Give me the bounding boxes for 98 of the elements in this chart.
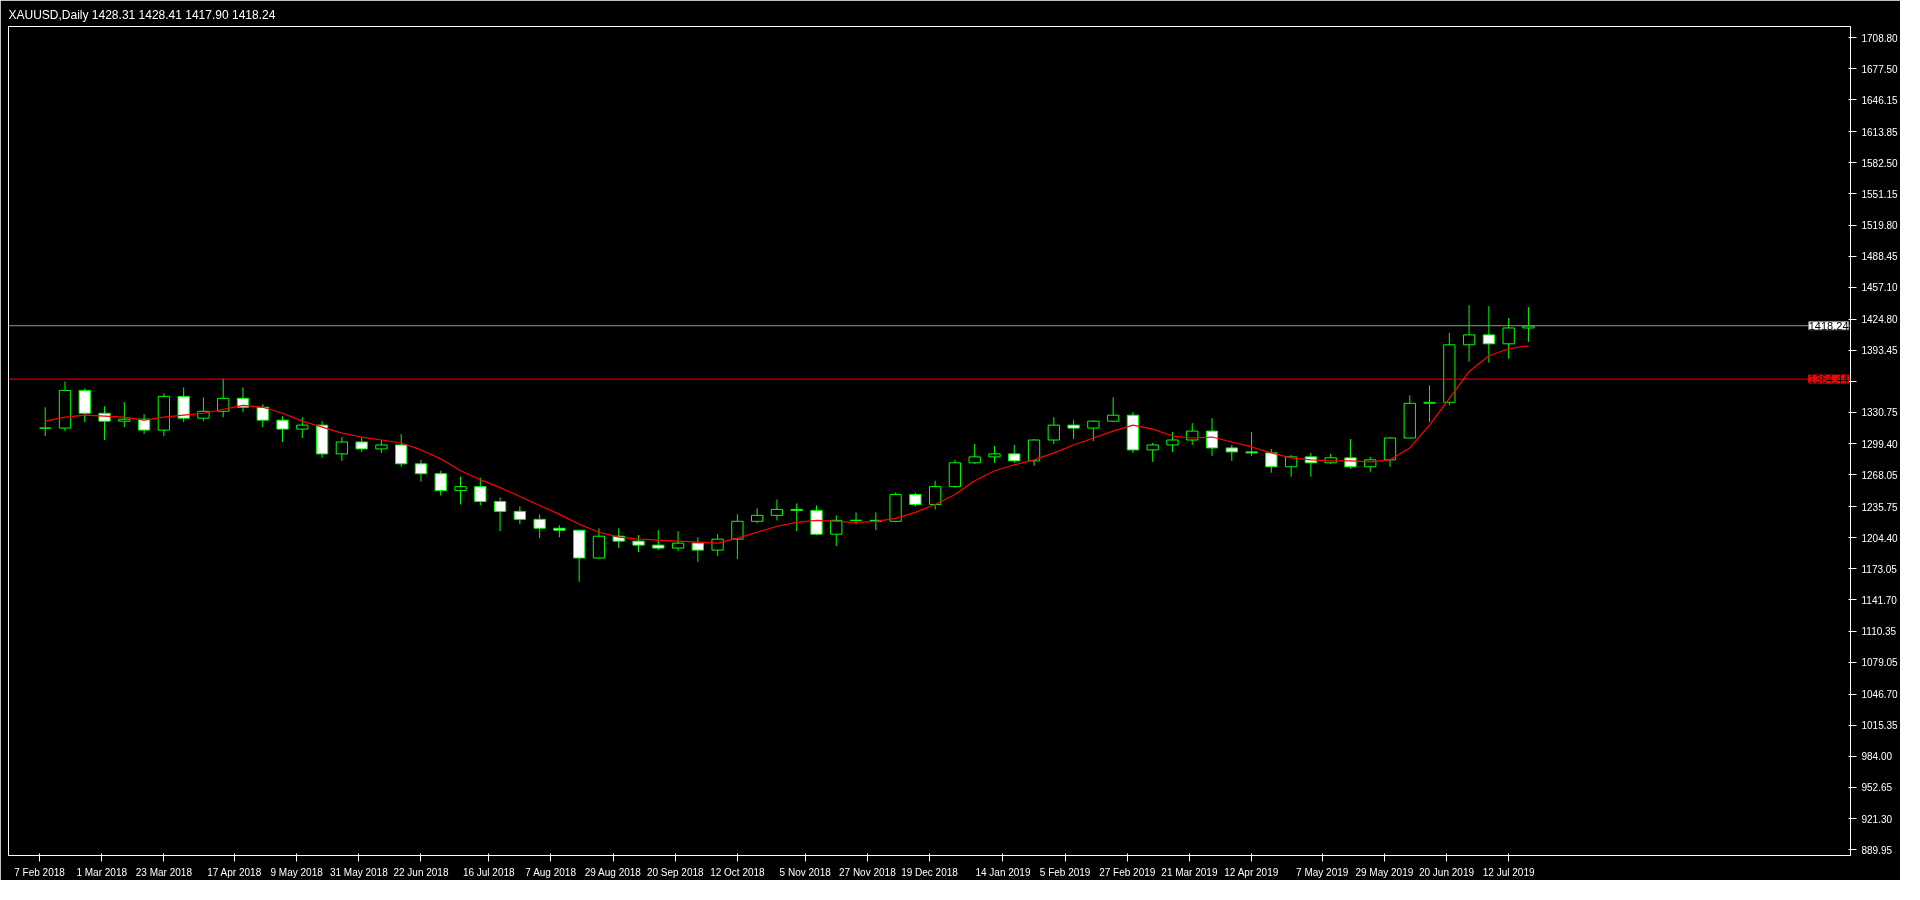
y-tick-label: 1173.05: [1861, 563, 1898, 575]
y-tick-label: 1299.40: [1861, 438, 1899, 450]
y-tick-label: 1110.35: [1861, 626, 1897, 638]
y-tick-label: 1141.70: [1861, 594, 1898, 606]
y-tick-label: 1268.05: [1861, 469, 1899, 481]
x-tick-label: 5 Feb 2019: [1039, 866, 1091, 878]
y-tick-label: 921.30: [1861, 813, 1893, 825]
y-tick-label: 1646.15: [1861, 94, 1899, 106]
y-tick-label: 1204.40: [1861, 532, 1899, 544]
x-tick-label: 19 Dec 2018: [901, 866, 959, 878]
candlestick: [1423, 384, 1436, 423]
y-tick-label: 1613.85: [1861, 126, 1899, 138]
candlestick: [118, 401, 131, 428]
y-tick-label: 952.65: [1861, 782, 1893, 794]
x-tick-label: 7 May 2019: [1296, 866, 1349, 878]
x-tick-label: 20 Sep 2018: [646, 866, 705, 878]
candlestick: [1482, 305, 1496, 364]
x-tick-label: 1 Mar 2018: [76, 866, 128, 878]
candlestick: [493, 497, 507, 532]
candlestick: [39, 406, 52, 437]
candlestick: [671, 530, 685, 552]
x-tick-label: 5 Nov 2018: [779, 866, 832, 878]
candlestick: [592, 527, 606, 560]
candlestick: [652, 529, 665, 551]
ref-line-label: 1364.44: [1808, 373, 1849, 386]
x-tick-label: 12 Oct 2018: [710, 866, 766, 878]
y-tick-label: 1424.80: [1861, 314, 1899, 326]
y-tick-label: 1457.10: [1861, 282, 1899, 294]
candlestick: [1166, 431, 1179, 453]
y-tick-label: 889.95: [1861, 844, 1893, 856]
candlestick: [296, 416, 309, 439]
y-tick-label: 1046.70: [1861, 689, 1899, 701]
x-tick-label: 14 Jan 2019: [975, 866, 1031, 878]
candlestick: [691, 536, 704, 563]
x-tick-label: 7 Aug 2018: [525, 866, 577, 878]
y-tick-label: 1519.80: [1861, 220, 1899, 232]
candlestick: [968, 443, 981, 465]
candlestick: [731, 513, 744, 560]
y-tick-label: 984.00: [1861, 751, 1893, 763]
y-tick-label: 1393.45: [1861, 345, 1899, 357]
y-tick-label: 1582.50: [1861, 157, 1899, 169]
candlestick: [1383, 436, 1397, 468]
candlestick: [513, 505, 526, 525]
y-tick-label: 1551.15: [1861, 188, 1899, 200]
candlestick: [1087, 419, 1100, 442]
candlestick: [414, 459, 428, 483]
candlestick: [948, 459, 962, 489]
candlestick: [1146, 442, 1159, 463]
candlestick: [1265, 448, 1278, 474]
candlestick: [1067, 419, 1080, 440]
x-tick-label: 16 Jul 2018: [462, 866, 516, 878]
candlestick: [276, 415, 289, 443]
candlestick: [830, 514, 843, 547]
y-tick-label: 1488.45: [1861, 251, 1899, 263]
y-tick-label: 1079.05: [1861, 657, 1899, 669]
x-tick-label: 17 Apr 2018: [207, 866, 262, 878]
y-tick-label: 1677.50: [1861, 63, 1899, 75]
candlestick: [217, 378, 230, 418]
y-tick-label: 1015.35: [1861, 720, 1899, 732]
x-tick-label: 22 Jun 2018: [393, 866, 449, 878]
candlestick: [454, 476, 467, 505]
candlestick: [790, 502, 803, 532]
x-tick-label: 31 May 2018: [329, 866, 389, 878]
x-tick-label: 29 May 2019: [1355, 866, 1414, 878]
x-tick-label: 27 Nov 2018: [838, 866, 897, 878]
x-tick-label: 12 Apr 2019: [1224, 866, 1279, 878]
candlestick: [533, 513, 546, 539]
candlestick: [1106, 396, 1120, 423]
x-tick-label: 20 Jun 2019: [1418, 866, 1475, 878]
x-tick-label: 27 Feb 2019: [1099, 866, 1156, 878]
candlestick: [256, 403, 269, 428]
candlestick: [78, 387, 91, 423]
x-tick-label: 7 Feb 2018: [14, 866, 66, 878]
candlestick: [1462, 304, 1476, 363]
candlestick: [177, 386, 190, 423]
candlestick: [1205, 417, 1219, 457]
candlestick: [929, 480, 942, 510]
candlestick: [395, 433, 408, 468]
x-tick-label: 12 Jul 2019: [1482, 866, 1535, 878]
candlestick: [474, 477, 487, 506]
candlestick: [1027, 438, 1041, 467]
candlestick: [1522, 306, 1535, 343]
x-tick-label: 21 Mar 2019: [1161, 866, 1218, 878]
candlestick: [1502, 317, 1515, 360]
y-tick-label: 1708.80: [1861, 32, 1899, 44]
candlestick: [1047, 416, 1060, 445]
y-tick-label: 1235.75: [1861, 501, 1899, 513]
candlestick: [849, 511, 863, 525]
ref-line-label: 1418.24: [1808, 319, 1849, 332]
candlestick: [434, 470, 447, 497]
y-tick-label: 1330.75: [1861, 407, 1899, 419]
x-tick-label: 29 Aug 2018: [584, 866, 642, 878]
x-tick-label: 23 Mar 2018: [135, 866, 193, 878]
candlestick: [1245, 431, 1258, 457]
chart-title: XAUUSD,Daily 1428.31 1428.41 1417.90 1418.24: [8, 7, 276, 22]
candlestick: [335, 436, 349, 462]
x-tick-label: 9 May 2018: [270, 866, 324, 878]
candlestick: [770, 499, 784, 521]
